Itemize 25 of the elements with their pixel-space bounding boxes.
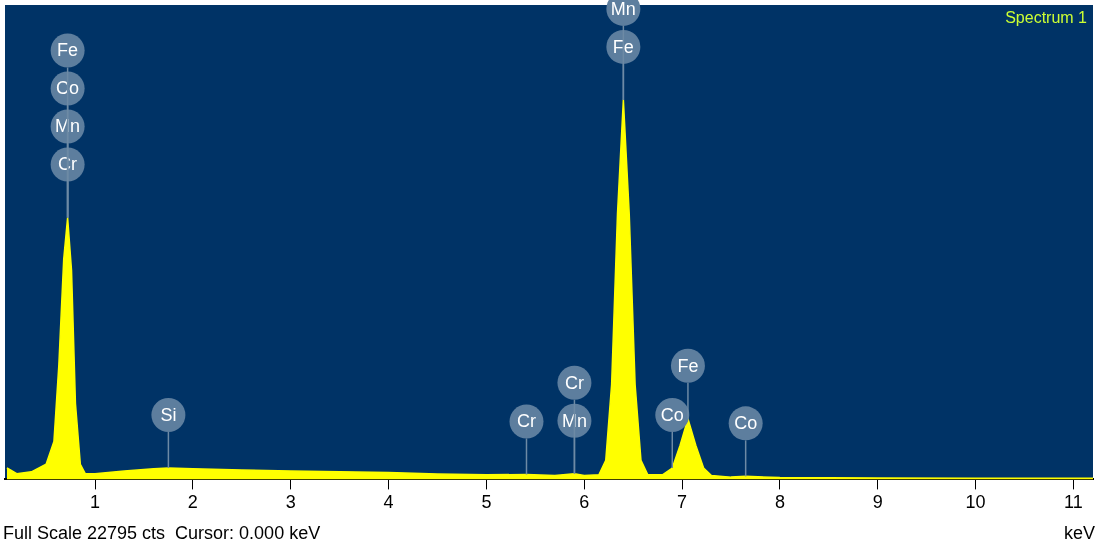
annotation: Mn: [610, 0, 636, 19]
annotation: Co: [56, 78, 80, 99]
x-tick-label: 11: [1064, 492, 1083, 513]
x-tick-label: 4: [383, 492, 394, 513]
x-tick-label: 1: [90, 492, 101, 513]
x-tick-label: 3: [285, 492, 296, 513]
x-tick-label: 10: [965, 492, 986, 513]
text: Full Scale 22795 cts Cursor: 0.000 keV: [3, 522, 321, 543]
annotation: Cr: [58, 154, 78, 175]
annotation: Cr: [564, 372, 584, 393]
annotation: Cr: [517, 411, 536, 432]
annotation: Co: [734, 413, 758, 434]
text: Spectrum 1: [1005, 9, 1088, 27]
annotation: Fe: [612, 36, 634, 57]
x-tick-label: 8: [774, 492, 785, 513]
annotation: Si: [160, 404, 177, 425]
annotation: Fe: [57, 40, 79, 61]
annotation: Co: [660, 404, 684, 425]
annotation: Fe: [677, 355, 699, 376]
x-tick-label: 6: [579, 492, 590, 513]
x-tick-label: 7: [677, 492, 688, 513]
x-tick-label: 9: [872, 492, 883, 513]
x-tick-label: 5: [481, 492, 492, 513]
x-axis-title: keV: [1063, 522, 1095, 543]
x-tick-label: 2: [187, 492, 198, 513]
